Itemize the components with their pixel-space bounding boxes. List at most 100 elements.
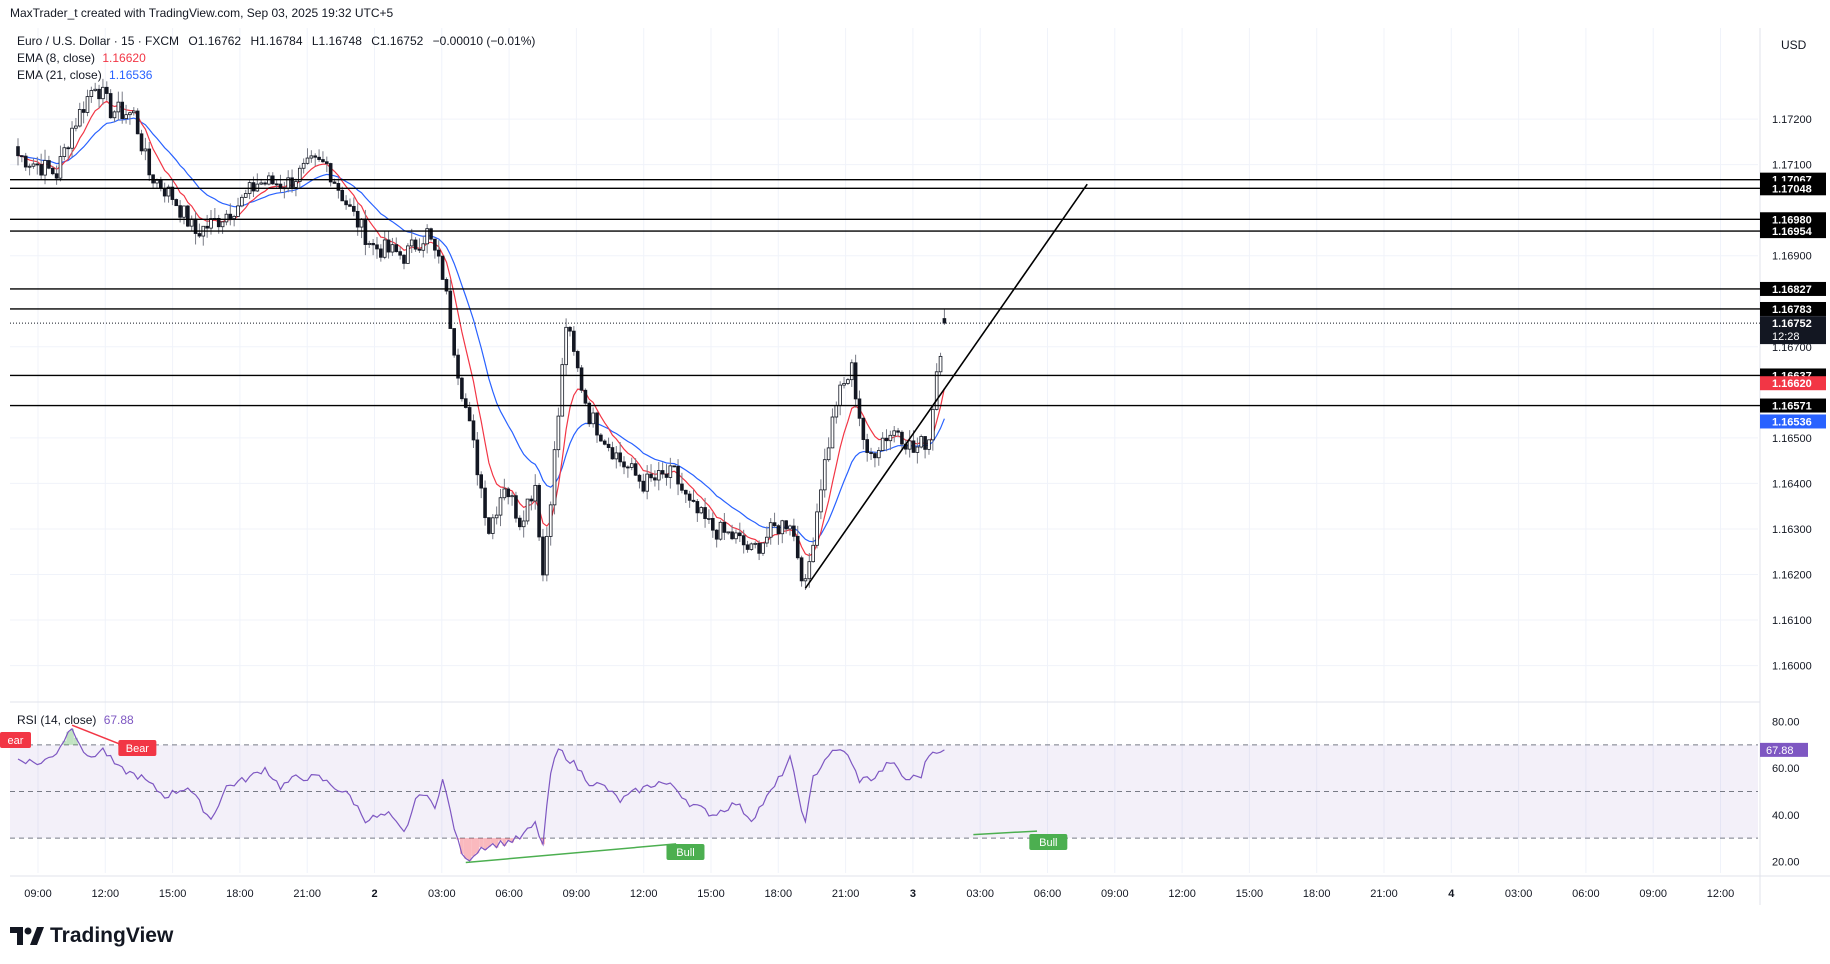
candle-body — [510, 495, 514, 498]
candle-body — [637, 474, 642, 482]
ema8-price-tag-bg — [1760, 376, 1826, 391]
candle-body — [394, 244, 399, 253]
candle-body — [50, 167, 55, 175]
rsi-value-tag-bg — [1760, 742, 1808, 757]
candle-body — [166, 186, 171, 197]
candle-body — [734, 532, 738, 540]
candle-body — [931, 408, 935, 441]
candle-body — [776, 525, 781, 535]
candle-body — [849, 362, 854, 381]
candle-body — [826, 447, 831, 461]
candle-body — [768, 522, 773, 538]
candle-body — [321, 159, 325, 163]
candle-body — [274, 183, 279, 186]
candle-body — [186, 205, 190, 227]
rsi-legend[interactable]: RSI (14, close) 67.88 — [17, 713, 134, 727]
price-tick-label: 1.16900 — [1772, 251, 1812, 263]
level-price-tag-bg — [1760, 281, 1826, 296]
candle-body — [595, 412, 599, 436]
candle-body — [695, 501, 700, 514]
candle-body — [626, 466, 630, 469]
bull-divergence-line — [973, 830, 1038, 836]
time-tick-label: 2 — [371, 888, 377, 900]
candle-body — [490, 517, 495, 534]
candle-body — [556, 415, 561, 451]
candle-body — [124, 114, 128, 120]
candle-body — [541, 536, 545, 576]
candle-body — [494, 514, 499, 519]
ema8-legend[interactable]: EMA (8, close) 1.16620 — [17, 51, 146, 65]
time-tick-label: 15:00 — [159, 888, 187, 900]
candle-body — [757, 542, 761, 554]
bull-divergence-label-text: Bull — [676, 847, 694, 859]
candle-body — [189, 218, 194, 227]
level-price-tag: 1.17048 — [1760, 181, 1826, 196]
candle-body — [216, 218, 221, 228]
time-tick-label: 06:00 — [495, 888, 523, 900]
ema8-label: EMA (8, close) — [17, 51, 96, 65]
trendline — [804, 183, 1088, 589]
change-value: −0.00010 (−0.01%) — [432, 34, 536, 48]
candle-body — [672, 465, 676, 468]
candle-body — [297, 167, 302, 182]
candle-body — [162, 188, 167, 197]
ema21-legend[interactable]: EMA (21, close) 1.16536 — [17, 68, 152, 82]
candle-body — [413, 239, 418, 250]
candle-body — [359, 218, 364, 228]
candle-body — [479, 474, 483, 489]
time-tick-label: 12:00 — [92, 888, 120, 900]
price-tick-label: 1.16700 — [1772, 342, 1812, 354]
bear-divergence-label-text: ear — [8, 735, 24, 747]
time-tick-label: 3 — [910, 888, 916, 900]
candle-body — [487, 517, 491, 534]
price-axis: 1.17200 1.17100 1.16900 1.16700 1.16500 1.164… — [1772, 114, 1812, 672]
rsi-value-tag-text: 67.88 — [1766, 745, 1794, 757]
candle-body — [128, 112, 132, 116]
time-tick-label: 06:00 — [1572, 888, 1600, 900]
candle-body — [548, 504, 553, 537]
candle-body — [633, 463, 638, 476]
time-tick-label: 09:00 — [24, 888, 52, 900]
candle-body — [421, 243, 426, 251]
candle-body — [232, 215, 236, 219]
rsi-tick-label: 20.00 — [1772, 856, 1800, 868]
candle-body — [313, 155, 318, 158]
candle-body — [803, 578, 808, 582]
candle-body — [70, 127, 74, 149]
candle-body — [683, 489, 688, 495]
price-tick-label: 1.16500 — [1772, 433, 1812, 445]
candle-body — [390, 244, 395, 253]
level-price-tag: 1.16954 — [1760, 224, 1826, 239]
level-price-tag-text: 1.16571 — [1772, 401, 1812, 413]
candle-body — [668, 465, 673, 478]
candle-body — [822, 459, 827, 491]
candle-body — [456, 354, 460, 379]
time-tick-label: 03:00 — [1505, 888, 1533, 900]
candle-body — [537, 484, 541, 538]
candle-body — [375, 244, 379, 250]
candle-body — [35, 163, 40, 166]
candle-body — [722, 521, 727, 533]
candle-body — [471, 420, 476, 441]
candle-body — [409, 239, 414, 247]
candle-body — [402, 254, 406, 264]
price-tick-label: 1.16200 — [1772, 569, 1812, 581]
candle-body — [714, 529, 719, 540]
candle-body — [911, 440, 916, 453]
candle-body — [761, 542, 765, 554]
candle-body — [780, 520, 785, 535]
ema21-price-tag-bg — [1760, 414, 1826, 429]
candle-body — [587, 402, 592, 425]
candle-body — [332, 181, 337, 184]
candle-body — [20, 155, 24, 158]
candle-body — [703, 507, 707, 519]
candle-body — [448, 290, 453, 329]
close-value: C1.16752 — [371, 34, 424, 48]
last-price-tag-bg — [1760, 316, 1826, 345]
tradingview-logo-icon — [10, 927, 44, 945]
candle-body — [417, 248, 422, 251]
currency-label[interactable]: USD — [1781, 38, 1807, 52]
candle-body — [93, 88, 98, 91]
